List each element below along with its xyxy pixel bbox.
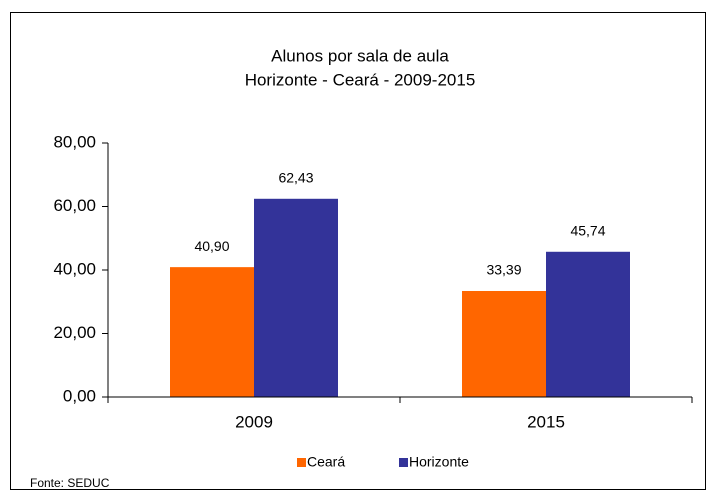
bar xyxy=(170,267,254,397)
value-label: 62,43 xyxy=(278,169,313,185)
bar xyxy=(546,251,630,397)
y-tick-label: 60,00 xyxy=(53,196,96,215)
chart-border xyxy=(10,12,706,490)
y-tick-label: 40,00 xyxy=(53,259,96,278)
legend-label: Horizonte xyxy=(409,454,469,470)
value-label: 40,90 xyxy=(194,238,229,254)
y-tick-label: 0,00 xyxy=(63,386,96,405)
chart-subtitle: Horizonte - Ceará - 2009-2015 xyxy=(245,70,476,89)
value-label: 33,39 xyxy=(486,262,521,278)
y-tick-label: 80,00 xyxy=(53,132,96,151)
value-label: 45,74 xyxy=(570,222,605,238)
y-tick-label: 20,00 xyxy=(53,323,96,342)
bar xyxy=(462,290,546,397)
bar xyxy=(254,198,338,397)
x-tick-label: 2015 xyxy=(527,412,565,431)
x-tick-label: 2009 xyxy=(235,412,273,431)
legend-label: Ceará xyxy=(307,454,345,470)
legend-swatch xyxy=(297,458,306,467)
chart-title: Alunos por sala de aula xyxy=(271,46,449,65)
legend-swatch xyxy=(399,458,408,467)
source: Fonte: SEDUC xyxy=(30,476,110,490)
